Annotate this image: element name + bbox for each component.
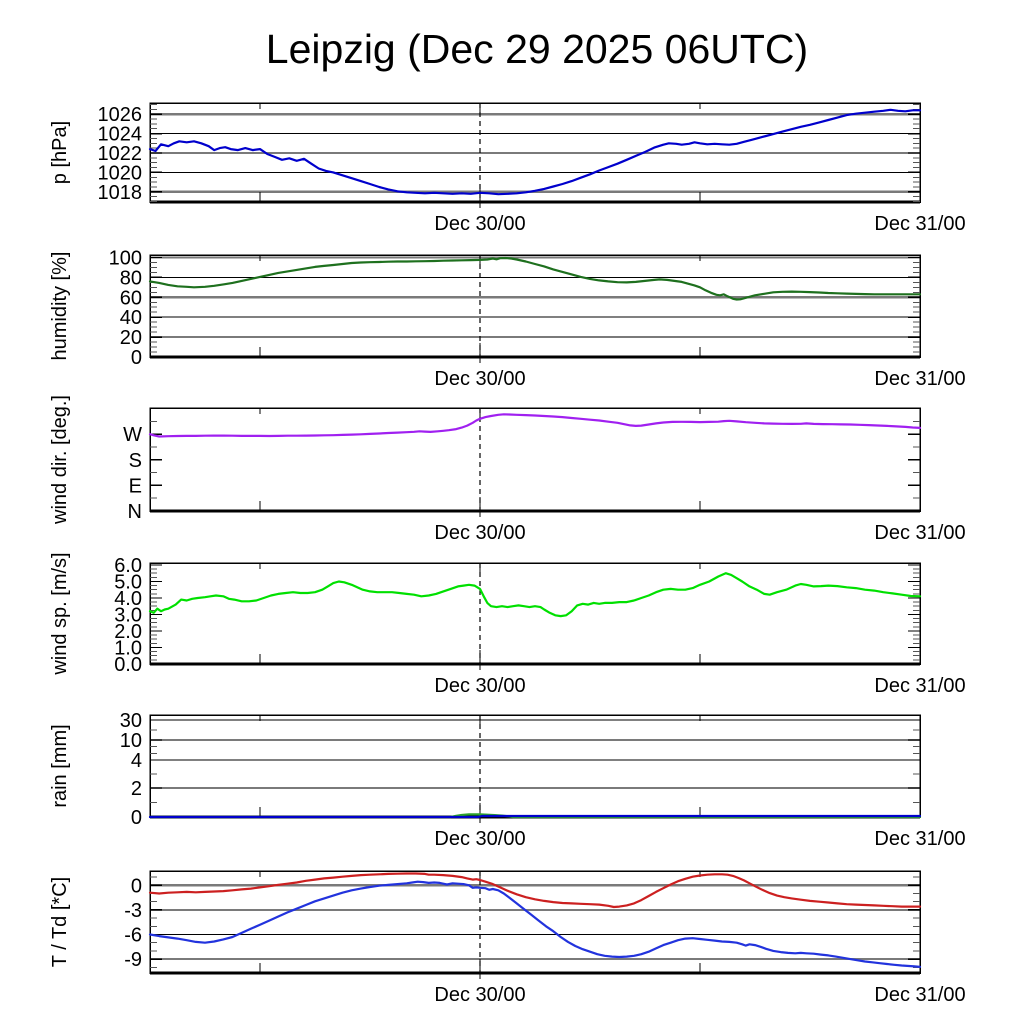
wind_speed-line — [148, 572, 922, 618]
xtick-label: Dec 30/00 — [434, 828, 525, 850]
ytick-label: 0 — [131, 875, 142, 897]
ytick-label: 1022 — [98, 143, 143, 165]
ylabel-rain: rain [mm] — [49, 724, 71, 807]
rain_accum_blue-line — [148, 814, 922, 819]
xtick-label: Dec 30/00 — [434, 522, 525, 544]
ytick-label: 0 — [131, 807, 142, 829]
ylabel-temperature: T / Td [*C] — [49, 877, 71, 967]
wind_dir-line — [148, 413, 922, 438]
ytick-label: 0.0 — [114, 654, 142, 676]
xtick-label: Dec 31/00 — [874, 368, 965, 390]
ytick-label: 1018 — [98, 182, 143, 204]
ytick-label: 1020 — [98, 162, 143, 184]
panel-frame — [149, 714, 921, 818]
ylabel-wind_speed: wind sp. [m/s] — [49, 552, 71, 675]
ytick-label: 10 — [120, 730, 142, 752]
ylabel-humidity: humidity [%] — [49, 252, 71, 361]
ytick-label: S — [129, 450, 142, 472]
xtick-label: Dec 30/00 — [434, 675, 525, 697]
panel-frame — [149, 254, 921, 358]
humidity-line — [148, 256, 922, 301]
ytick-label: 5.0 — [114, 571, 142, 593]
ytick-label: -3 — [124, 900, 142, 922]
xtick-label: Dec 31/00 — [874, 984, 965, 1006]
xtick-label: Dec 30/00 — [434, 213, 525, 235]
ytick-label: -9 — [124, 949, 142, 971]
ytick-label: 1.0 — [114, 637, 142, 659]
T-line — [148, 872, 922, 909]
xtick-label: Dec 31/00 — [874, 828, 965, 850]
xtick-label: Dec 31/00 — [874, 522, 965, 544]
panel-temperature: 0 -3-6 -9 T / Td [*C] Dec 30/00 Dec 31/00 — [49, 870, 966, 1006]
chart-title: Leipzig (Dec 29 2025 06UTC) — [265, 26, 809, 72]
ytick-label: 1024 — [98, 124, 143, 146]
pressure-line — [148, 108, 922, 196]
xtick-label: Dec 31/00 — [874, 675, 965, 697]
ytick-label: 30 — [120, 710, 142, 732]
panel-frame — [149, 562, 921, 665]
ytick-label: 4.0 — [114, 588, 142, 610]
ytick-label: 4 — [131, 750, 142, 772]
ytick-label: 2.0 — [114, 621, 142, 643]
ytick-label: 40 — [120, 307, 142, 329]
Td-line — [148, 880, 922, 969]
ylabel-wind_direction: wind dir. [deg.] — [49, 395, 71, 525]
ytick-label: 80 — [120, 267, 142, 289]
ytick-label: 3.0 — [114, 604, 142, 626]
ytick-label: -6 — [124, 924, 142, 946]
ytick-label: N — [128, 501, 142, 523]
ytick-label: E — [129, 475, 142, 497]
ytick-label: 20 — [120, 327, 142, 349]
xtick-label: Dec 30/00 — [434, 368, 525, 390]
ytick-label: 6.0 — [114, 555, 142, 577]
ytick-label: 1026 — [98, 104, 143, 126]
xtick-label: Dec 31/00 — [874, 213, 965, 235]
ytick-label: 60 — [120, 287, 142, 309]
ytick-label: 2 — [131, 778, 142, 800]
ytick-label: 0 — [131, 347, 142, 369]
panel-wind_speed: 0.01.02.03.04.05.06.0 wind sp. [m/s] Dec 3… — [49, 552, 966, 697]
ytick-label: W — [123, 424, 142, 446]
ytick-label: 100 — [109, 247, 142, 269]
xtick-label: Dec 30/00 — [434, 984, 525, 1006]
ylabel-pressure: p [hPa] — [49, 121, 71, 184]
